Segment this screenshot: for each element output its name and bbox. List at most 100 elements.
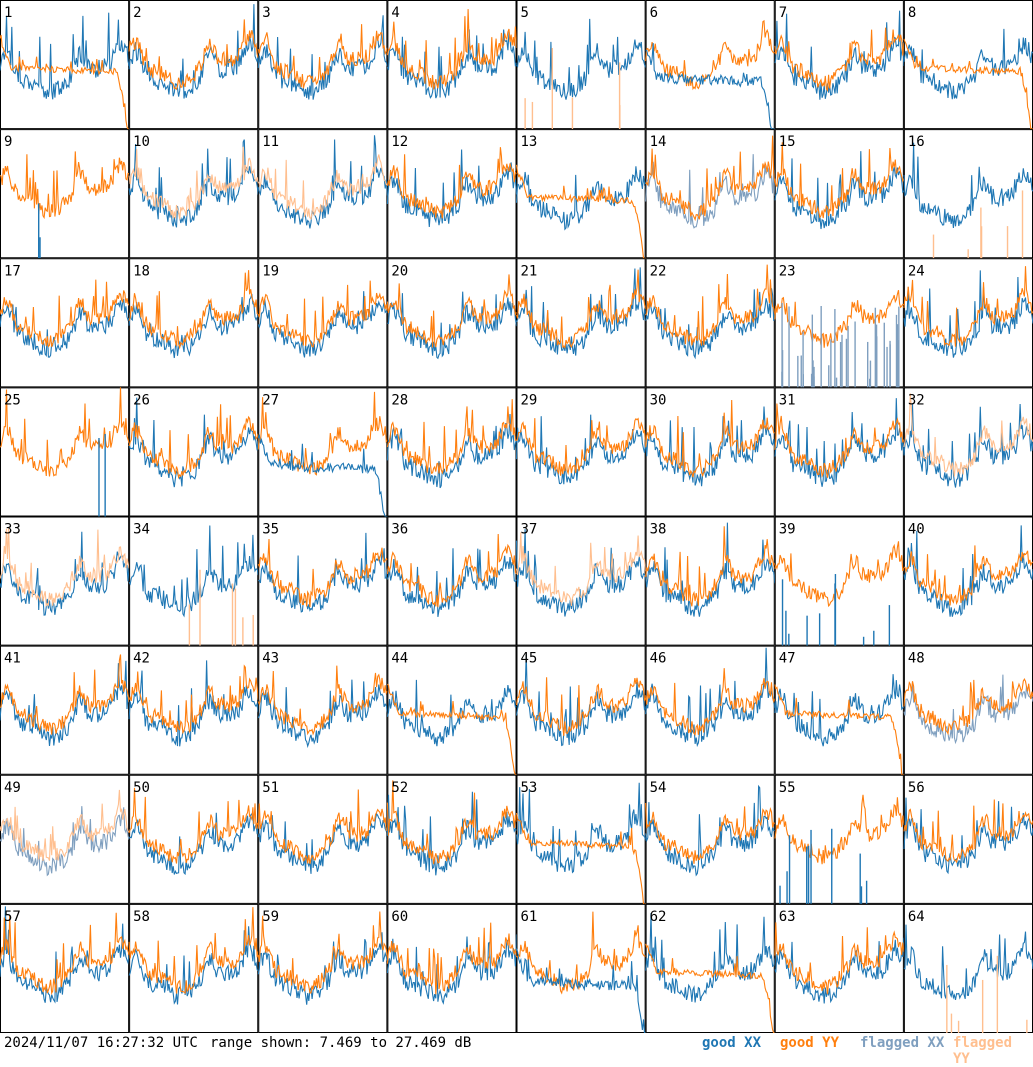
series-good-yy [515,164,646,259]
panel-label: 60 [391,909,408,925]
panel-35: 35 [257,516,388,646]
series-good-xx [645,912,776,1003]
panel-label: 29 [521,392,538,408]
series-good-yy [386,399,517,475]
panel-55: 55 [774,774,905,904]
panel-label: 37 [521,522,538,538]
panel-11: 11 [257,129,388,259]
panel-label: 42 [133,651,150,667]
panel-frame [774,645,904,775]
panel-57: 57 [0,903,130,1033]
panel-label: 27 [262,392,279,408]
series-good-xx [515,782,647,874]
panel-38: 38 [645,516,776,646]
series-good-yy [386,533,517,608]
panel-label: 2 [133,5,141,21]
series-good-yy [386,147,517,219]
panel-63: 63 [774,903,905,1033]
panel-label: 47 [779,651,796,667]
series-flagged-yy [0,527,130,607]
series-good-yy [257,538,388,608]
series-good-yy [128,270,259,350]
panel-label: 31 [779,392,796,408]
series-good-yy [0,912,130,996]
panel-25: 25 [0,387,130,517]
panel-label: 28 [391,392,408,408]
panel-2: 2 [128,0,259,130]
panel-14: 14 [645,129,776,259]
series-good-xx [386,679,517,747]
panel-label: 7 [779,5,787,21]
series-good-xx [515,948,646,1033]
series-good-yy [645,668,776,736]
panel-label: 18 [133,263,150,279]
panel-59: 59 [257,903,388,1033]
series-good-xx [128,4,259,99]
panel-40: 40 [903,516,1033,646]
panel-frame [258,0,388,130]
panel-36: 36 [386,516,517,646]
panel-5: 5 [516,0,647,130]
series-good-xx [515,529,647,617]
series-good-yy [774,403,905,478]
series-good-yy [386,780,518,865]
legend-flagged-yy: flagged YY [953,1035,1013,1067]
panel-label: 50 [133,780,150,796]
panel-label: 16 [908,134,925,150]
panel-frame [645,903,775,1033]
panel-64: 64 [903,903,1033,1033]
series-good-yy [257,665,388,736]
series-good-xx [774,10,905,100]
series-good-yy [515,677,647,736]
panel-label: 58 [133,909,150,925]
panel-label: 57 [4,909,21,925]
series-good-xx [0,12,130,100]
panel-34: 34 [128,516,259,646]
panel-label: 4 [391,5,399,21]
panel-label: 56 [908,780,925,796]
panel-19: 19 [257,258,388,388]
panel-32: 32 [903,387,1033,517]
panel-1: 1 [0,0,130,130]
series-good-yy [386,274,517,348]
series-good-yy [257,280,388,348]
panel-45: 45 [515,645,647,775]
panel-47: 47 [774,645,905,776]
series-good-yy [0,654,130,735]
series-good-yy [128,19,259,91]
panel-label: 51 [262,780,279,796]
panel-label: 36 [391,522,408,538]
panel-16: 16 [903,129,1033,259]
series-good-xx [903,525,1033,617]
panel-frame [903,903,1033,1033]
series-good-yy [645,526,776,607]
series-good-yy [645,135,776,222]
series-good-yy [774,541,905,608]
panel-label: 32 [908,392,925,408]
panel-37: 37 [515,516,647,646]
panel-label: 12 [391,134,408,150]
panel-62: 62 [645,903,776,1033]
series-good-yy [774,27,905,92]
panel-label: 10 [133,134,150,150]
series-good-xx [516,18,647,100]
panel-58: 58 [128,903,259,1033]
panel-frame [129,258,259,388]
panel-label: 30 [650,392,667,408]
panel-label: 13 [521,134,538,150]
panel-label: 54 [650,780,667,796]
panel-46: 46 [645,645,776,775]
panel-61: 61 [515,903,646,1033]
series-good-xx [903,270,1033,358]
panel-label: 33 [4,522,21,538]
panel-10: 10 [128,129,259,259]
panel-31: 31 [774,387,905,517]
series-good-xx [903,924,1033,1001]
panel-frame [774,774,904,904]
series-good-xx [645,406,776,487]
panel-frame [516,258,646,388]
series-good-yy [128,787,259,864]
series-good-xx [257,932,388,1005]
panel-label: 39 [779,522,796,538]
